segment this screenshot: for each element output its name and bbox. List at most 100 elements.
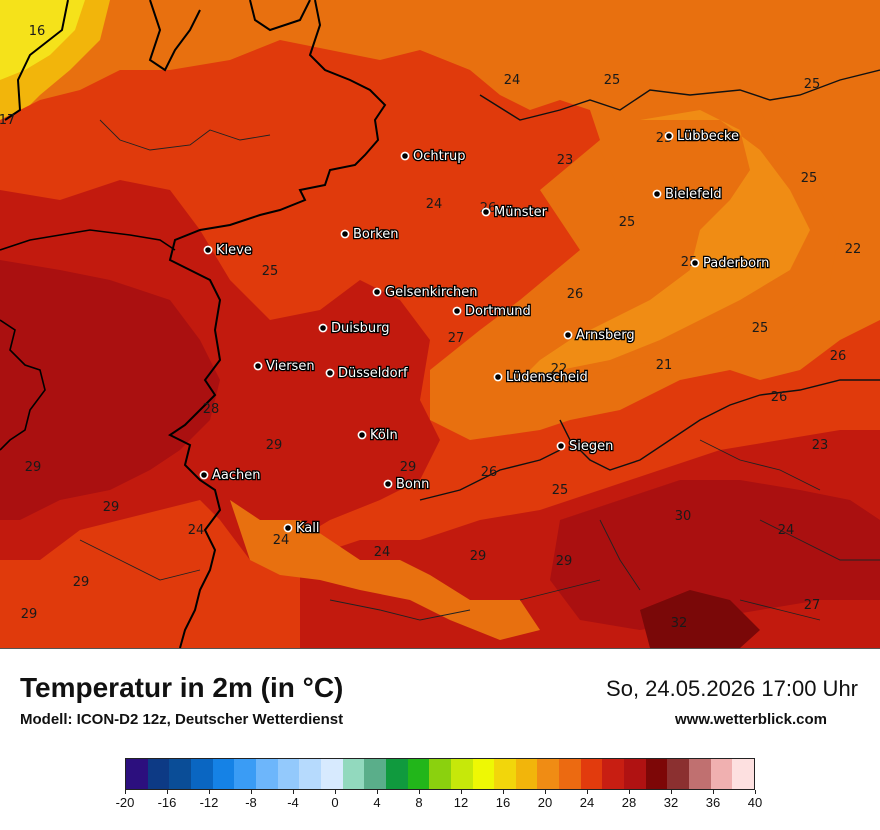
legend-tick-label: 40 <box>747 795 763 810</box>
legend-tick-label: 12 <box>453 795 469 810</box>
city-dot <box>690 258 700 268</box>
city-label: Paderborn <box>703 256 769 271</box>
legend-tick-mark <box>293 790 294 794</box>
legend-swatch <box>710 759 733 789</box>
city-dot <box>452 306 462 316</box>
city-dot <box>481 207 491 217</box>
isoline-value: 25 <box>552 483 569 498</box>
district-borders <box>79 119 880 621</box>
legend-tick-mark <box>755 790 756 794</box>
isoline-value: 26 <box>481 465 498 480</box>
city-label: Ochtrup <box>413 149 466 164</box>
legend-swatch <box>559 759 581 789</box>
legend-swatch <box>320 759 343 789</box>
temperature-map: 16 17 24 25 25 23 23 25 25 24 26 22 25 26 25 27 26 22 21 25… <box>0 0 880 649</box>
legend-tick-label: 0 <box>331 795 339 810</box>
city-dot <box>203 245 213 255</box>
isoline-value: 25 <box>604 73 621 88</box>
isoline-value: 29 <box>400 460 417 475</box>
country-border <box>4 0 387 648</box>
isoline-value: 25 <box>619 215 636 230</box>
model-info: Modell: ICON-D2 12z, Deutscher Wetterdie… <box>20 711 344 728</box>
legend-swatch <box>190 759 213 789</box>
city-label: Bonn <box>396 477 429 492</box>
temp-field-30-south <box>550 480 880 630</box>
legend-swatch <box>494 759 516 789</box>
city-label: Münster <box>494 205 548 220</box>
country-border-2 <box>0 229 176 451</box>
temp-field-24-south <box>230 500 540 640</box>
isoline-value: 29 <box>470 549 487 564</box>
legend-tick-mark <box>377 790 378 794</box>
city-dot <box>652 189 662 199</box>
city-dot <box>283 523 293 533</box>
legend-tick-mark <box>419 790 420 794</box>
legend-swatch <box>450 759 473 789</box>
legend-swatch <box>515 759 538 789</box>
isoline-value: 22 <box>845 242 862 257</box>
isoline-value: 29 <box>103 500 120 515</box>
legend-swatch <box>472 759 495 789</box>
city-label: Bielefeld <box>665 187 722 202</box>
isoline-value: 29 <box>21 607 38 622</box>
legend-swatch <box>277 759 300 789</box>
legend-tick-label: -20 <box>115 795 135 810</box>
city-label: Duisburg <box>331 321 390 336</box>
temp-field-22 <box>520 110 810 380</box>
legend-tick-label: 16 <box>495 795 511 810</box>
legend-swatch <box>580 759 603 789</box>
isoline-value: 23 <box>557 153 574 168</box>
legend-tick-mark <box>629 790 630 794</box>
legend-tick-label: 24 <box>579 795 595 810</box>
legend-swatch <box>732 759 755 789</box>
legend-tick-label: -12 <box>199 795 219 810</box>
isoline-value: 25 <box>804 77 821 92</box>
legend-tick-label: -16 <box>157 795 177 810</box>
state-border <box>419 69 880 501</box>
legend-swatch <box>429 759 451 789</box>
isoline-value: 27 <box>804 598 821 613</box>
isoline-value: 28 <box>203 402 220 417</box>
isoline-value: 22 <box>551 362 568 377</box>
city-dot <box>357 430 367 440</box>
isoline-value: 24 <box>374 545 391 560</box>
city-label: Düsseldorf <box>338 366 408 381</box>
city-label: Kall <box>296 521 320 536</box>
isoline-value: 24 <box>778 523 795 538</box>
legend-tick-label: -4 <box>287 795 299 810</box>
legend-swatch <box>212 759 235 789</box>
legend-swatch <box>364 759 386 789</box>
legend-tick-mark <box>125 790 126 794</box>
isoline-value: 27 <box>448 331 465 346</box>
isoline-labels: 16 17 24 25 25 23 23 25 25 24 26 22 25 26 25 27 26 22 21 25… <box>0 24 861 631</box>
website-link[interactable]: www.wetterblick.com <box>675 711 827 728</box>
city-dot <box>383 479 393 489</box>
color-legend <box>125 758 755 790</box>
legend-swatch <box>624 759 646 789</box>
city-dot <box>493 372 503 382</box>
temp-field-32 <box>640 590 760 648</box>
legend-tick-label: 32 <box>663 795 679 810</box>
legend-tick-mark <box>251 790 252 794</box>
isoline-value: 25 <box>752 321 769 336</box>
legend-tick-mark <box>335 790 336 794</box>
isoline-value: 24 <box>273 533 290 548</box>
legend-tick-mark <box>587 790 588 794</box>
legend-tick-mark <box>167 790 168 794</box>
city-dot <box>563 330 573 340</box>
isoline-value: 16 <box>29 24 46 39</box>
legend-tick-mark <box>545 790 546 794</box>
isoline-value: 26 <box>830 349 847 364</box>
city-dot <box>400 151 410 161</box>
legend-swatch <box>645 759 668 789</box>
city-label: Lüdenscheid <box>506 370 588 385</box>
isoline-value: 29 <box>73 575 90 590</box>
isoline-value: 23 <box>812 438 829 453</box>
city-label: Aachen <box>212 468 260 483</box>
isoline-value: 24 <box>426 197 443 212</box>
legend-tick-label: -8 <box>245 795 257 810</box>
legend-swatch <box>255 759 278 789</box>
legend-tick-mark <box>503 790 504 794</box>
city-dot <box>664 131 674 141</box>
city-label: Gelsenkirchen <box>385 285 478 300</box>
